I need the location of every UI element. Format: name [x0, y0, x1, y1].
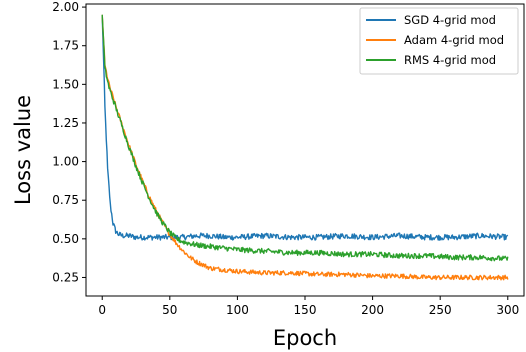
tick-layer: 0 50 100 150 200 250 300 0.25 0.50 0.75 1.00 1.25 1.… — [52, 0, 519, 317]
x-tick-label: 50 — [162, 303, 177, 317]
y-tick-label: 0.50 — [52, 232, 79, 246]
x-tick-label: 0 — [98, 303, 106, 317]
y-tick-label: 0.75 — [52, 193, 79, 207]
y-tick-label: 0.25 — [52, 270, 79, 284]
series-layer — [101, 14, 509, 281]
legend-label-adam: Adam 4-grid mod — [404, 33, 504, 47]
series-line-rms — [101, 14, 509, 262]
x-tick-label: 250 — [429, 303, 452, 317]
x-tick-label: 150 — [294, 303, 317, 317]
legend-box — [359, 7, 519, 75]
y-tick-label: 2.00 — [52, 0, 79, 14]
y-axis-label: Loss value — [11, 95, 35, 205]
y-tick-label: 1.75 — [52, 39, 79, 53]
legend: SGD 4-grid mod Adam 4-grid mod RMS 4-gri… — [359, 7, 519, 75]
y-tick-label: 1.00 — [52, 155, 79, 169]
y-tick-label: 1.25 — [52, 116, 79, 130]
legend-label-sgd: SGD 4-grid mod — [404, 13, 496, 27]
series-line-sgd — [101, 14, 509, 241]
x-tick-label: 100 — [226, 303, 249, 317]
x-tick-label: 300 — [496, 303, 519, 317]
x-tick-label: 200 — [361, 303, 384, 317]
y-tick-label: 1.50 — [52, 77, 79, 91]
legend-label-rms: RMS 4-grid mod — [404, 53, 496, 67]
x-axis-label: Epoch — [273, 326, 337, 350]
